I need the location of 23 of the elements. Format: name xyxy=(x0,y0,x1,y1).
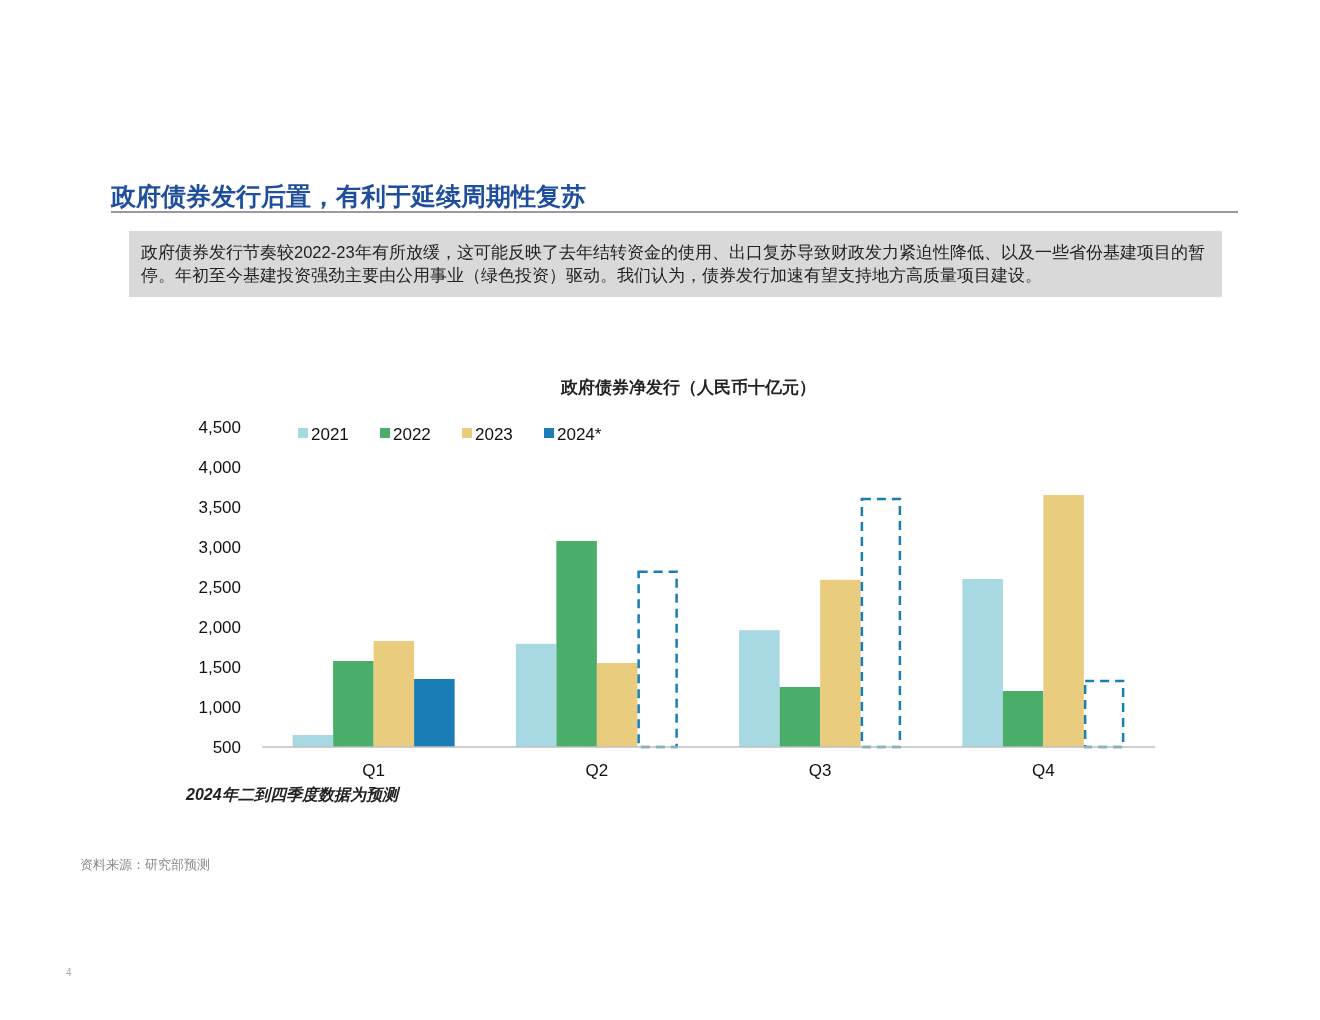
y-tick-label: 3,500 xyxy=(198,498,241,517)
annotation: 2024年二到四季度数据为预测 xyxy=(186,785,398,805)
y-tick-label: 2,500 xyxy=(198,578,241,597)
legend-label: 2021 xyxy=(311,424,349,444)
annotation: 政府债券发行节奏较2022-23年有所放缓，这可能反映了去年结转资金的使用、出口复苏导致财政发力紧迫性降低、以及一些省份基建项目的暂停。年初至今基建投资强劲主要由公用事业（绿色投资）驱动。我们认为，债券发行加速有望支持地方高质量项目建设。 xyxy=(129,231,1222,297)
x-tick-label: Q3 xyxy=(808,761,832,780)
y-tick-label: 2,000 xyxy=(198,618,241,637)
x-tick-label: Q2 xyxy=(585,761,609,780)
annotation: 资料来源：研究部预测 xyxy=(80,856,210,874)
y-tick-label: 1,500 xyxy=(198,658,241,677)
legend-label: 2022 xyxy=(393,424,431,444)
legend-label: 2023 xyxy=(475,424,513,444)
annotation: 政府债券发行后置，有利于延续周期性复苏 xyxy=(111,181,586,212)
annotation: 4 xyxy=(66,967,72,978)
legend-label: 2024* xyxy=(557,424,602,444)
y-tick-label: 4,000 xyxy=(198,458,241,477)
y-tick-label: 4,500 xyxy=(198,418,241,437)
y-tick-label: 1,000 xyxy=(198,698,241,717)
chart-title: 政府债券净发行（人民币十亿元） xyxy=(559,378,816,397)
x-tick-label: Q4 xyxy=(1032,761,1055,780)
y-tick-label: 500 xyxy=(212,738,241,757)
y-tick-label: 3,000 xyxy=(198,538,241,557)
x-tick-label: Q1 xyxy=(362,761,385,780)
